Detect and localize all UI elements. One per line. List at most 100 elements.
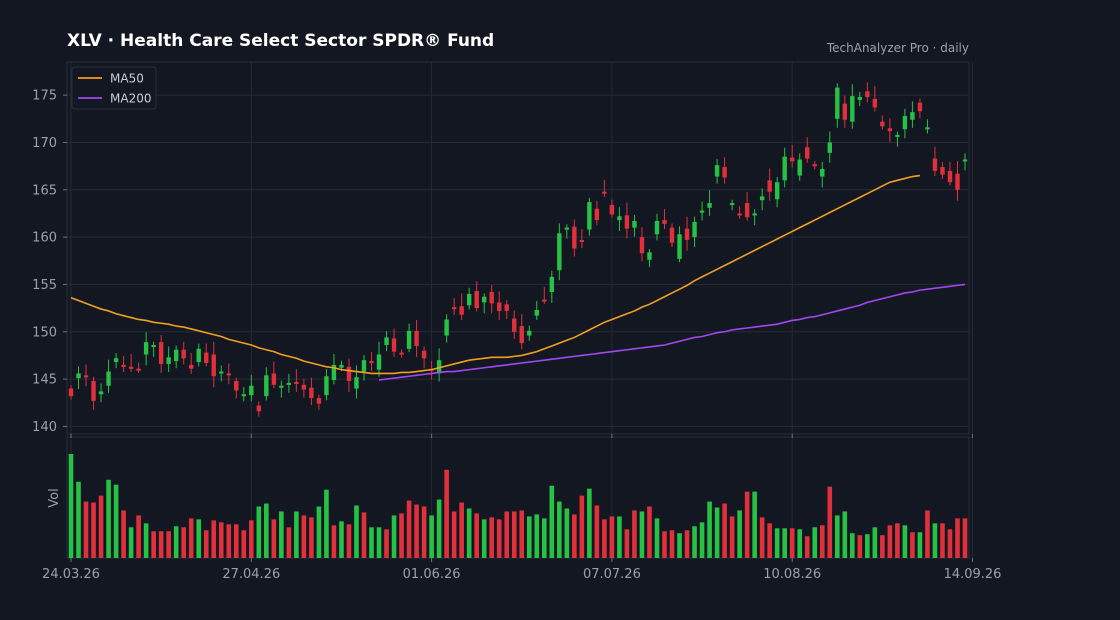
candle-body — [391, 338, 397, 352]
candle — [842, 95, 847, 128]
candle-body — [805, 147, 810, 159]
volume-bar — [654, 518, 660, 558]
candle — [955, 160, 960, 201]
candle-body — [481, 296, 487, 303]
volume-bar — [526, 516, 532, 558]
candle-body — [158, 342, 164, 364]
candle-body — [301, 384, 307, 390]
volume-bar — [151, 531, 156, 558]
candles — [68, 82, 968, 417]
candle-body — [106, 371, 111, 386]
candle — [128, 354, 134, 372]
ma200-line — [378, 283, 966, 381]
candle-body — [617, 216, 622, 221]
volume-bar — [572, 514, 577, 558]
candle-body — [624, 215, 630, 229]
volume-bar — [541, 518, 547, 558]
candle — [887, 118, 893, 142]
candle-body — [204, 352, 209, 364]
candle — [83, 364, 89, 387]
candle-body — [932, 158, 938, 171]
volume-bar — [579, 495, 585, 558]
y-tick-label: 165 — [32, 183, 57, 198]
volume-bar — [233, 524, 239, 558]
volume-bar — [143, 523, 149, 558]
candle-body — [632, 221, 637, 228]
volume-bar — [714, 507, 720, 558]
x-tick-label: 01.06.26 — [403, 567, 461, 582]
volume-bar — [68, 454, 74, 558]
candle-body — [196, 348, 201, 363]
candle-body — [361, 360, 367, 372]
volume-bar — [737, 510, 742, 558]
candle-body — [737, 213, 742, 216]
candle — [654, 213, 660, 241]
candle-body — [316, 398, 322, 404]
candle-body — [489, 292, 494, 304]
candle-body — [121, 364, 126, 367]
candle-body — [249, 385, 254, 396]
volume-bar — [459, 502, 464, 558]
volume-bar — [173, 526, 179, 558]
volume-bar — [98, 495, 104, 558]
candle-body — [219, 371, 224, 374]
volume-bar — [203, 530, 209, 558]
volume-bar — [587, 488, 592, 558]
candle — [527, 325, 532, 341]
volume-bar — [887, 525, 893, 558]
candle — [91, 376, 96, 410]
volume-bar — [128, 527, 134, 558]
volume-bar — [444, 469, 449, 558]
candle — [234, 377, 239, 399]
candle — [421, 346, 427, 369]
candle — [264, 367, 269, 401]
volume-bar — [782, 528, 787, 558]
candle-body — [91, 380, 96, 401]
candle-body — [564, 227, 570, 230]
volume-bar — [316, 506, 322, 558]
volume-bar — [624, 529, 630, 558]
candle — [699, 201, 705, 221]
candle-body — [294, 381, 299, 384]
candle — [391, 328, 397, 357]
volume-bar — [872, 527, 878, 558]
x-tick-label: 07.07.26 — [583, 567, 641, 582]
x-tick-label: 10.08.26 — [763, 567, 821, 582]
candle-body — [774, 182, 780, 200]
candle-body — [962, 159, 968, 162]
candle-body — [820, 168, 825, 177]
volume-axis-label: Vol — [47, 488, 62, 507]
moving-averages — [70, 174, 966, 381]
candle-body — [256, 405, 262, 412]
volume-bar — [346, 524, 352, 558]
volume-bar — [414, 504, 419, 558]
candle — [346, 358, 352, 392]
candle — [902, 108, 908, 139]
volume-bar — [669, 530, 675, 558]
volume-bar — [361, 512, 367, 558]
candle — [744, 192, 750, 221]
candle — [820, 161, 825, 188]
volume-panel-frame — [66, 436, 970, 559]
candle-body — [279, 385, 284, 388]
volume-bar — [406, 500, 412, 558]
candle — [872, 86, 878, 112]
candle — [617, 207, 622, 231]
candle-body — [76, 373, 81, 379]
candle — [519, 314, 524, 350]
volume-bar — [880, 535, 885, 558]
volume-bar — [834, 515, 840, 558]
candle — [361, 354, 367, 381]
volume-bar — [789, 528, 795, 558]
volume-bar — [451, 511, 457, 558]
volume-bar — [692, 526, 697, 558]
volume-bar — [617, 516, 622, 558]
volume-bar — [188, 518, 194, 558]
candle-body — [872, 98, 878, 108]
candle-body — [151, 345, 156, 348]
candle-body — [835, 87, 840, 119]
candle — [714, 159, 720, 184]
volume-bar — [264, 503, 269, 558]
volume-bar — [339, 521, 344, 558]
